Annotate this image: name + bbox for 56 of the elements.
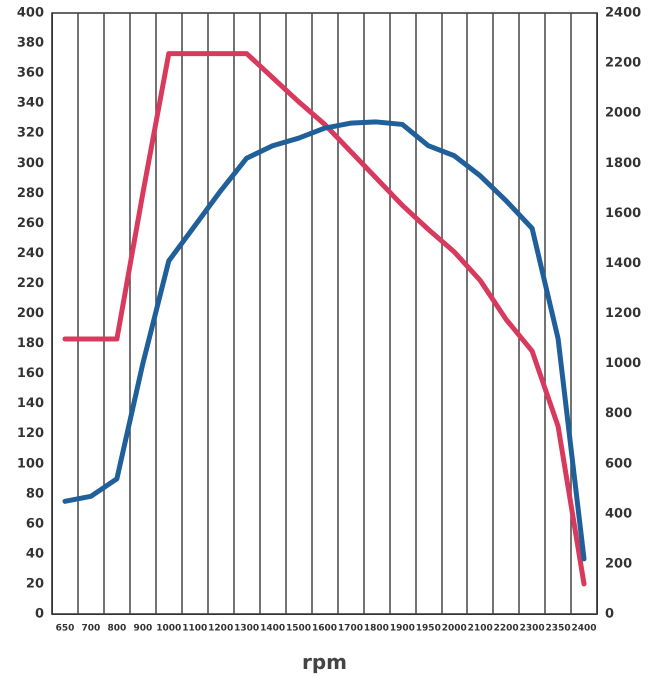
x-tick-label: 800 [107,624,126,634]
y2-tick-label: 200 [605,556,632,572]
x-tick-label: 1400 [260,624,286,634]
y2-tick-label: 1200 [605,306,642,321]
y-tick-label: 360 [16,66,44,81]
y-tick-label: 140 [16,396,44,412]
x-tick-label: 2000 [442,624,467,634]
y2-tick-label: 0 [605,606,614,622]
x-tick-label: 2200 [494,624,519,634]
y2-tick-label: 600 [605,456,632,472]
y-tick-label: 60 [26,516,44,532]
y-tick-label: 180 [16,336,44,352]
y2-tick-label: 2000 [605,106,642,121]
y-tick-label: 200 [16,306,44,321]
y-tick-label: 380 [16,36,44,51]
y-tick-label: 340 [16,96,44,111]
y2-tick-label: 1400 [605,256,642,271]
x-tick-label: 1900 [390,624,415,634]
x-tick-label: 2400 [571,624,597,634]
y-tick-label: 40 [26,546,44,562]
y2-tick-label: 2200 [605,56,642,71]
x-tick-label: 1800 [364,624,389,634]
y2-tick-label: 1800 [605,156,642,171]
y-tick-label: 20 [26,576,44,592]
y2-tick-label: 2400 [605,6,642,20]
x-tick-label: 700 [82,624,100,634]
y-tick-label: 0 [34,606,44,622]
y2-tick-label: 1600 [605,206,642,221]
x-tick-label: 1600 [312,624,338,634]
y2-tick-label: 800 [605,406,632,422]
x-tick-label: 1950 [416,624,441,634]
x-tick-label: 650 [56,624,74,634]
x-axis-title: rpm [302,650,348,674]
x-tick-label: 1100 [182,624,208,634]
y-tick-label: 100 [16,456,44,472]
y-tick-label: 220 [16,276,44,291]
y-tick-label: 320 [16,126,44,141]
y2-tick-label: 1000 [605,356,642,372]
y-tick-label: 280 [16,186,44,201]
x-tick-label: 1200 [208,624,234,634]
y2-tick-label: 400 [605,506,632,522]
x-tick-label: 2100 [468,624,493,634]
x-tick-label: 1700 [338,624,363,634]
x-tick-label: 2350 [546,624,571,634]
y-tick-label: 300 [16,156,44,171]
x-tick-label: 1000 [156,624,182,634]
x-tick-label: 2300 [520,624,545,634]
x-tick-label: 1300 [234,624,260,634]
x-tick-label: 1500 [286,624,312,634]
y-tick-label: 400 [16,6,44,20]
y-tick-label: 120 [16,426,44,442]
x-tick-label: 900 [133,624,152,634]
y-tick-label: 160 [16,366,44,382]
y-tick-label: 260 [16,216,44,231]
y-tick-label: 80 [26,486,44,502]
y-tick-label: 240 [16,246,44,261]
